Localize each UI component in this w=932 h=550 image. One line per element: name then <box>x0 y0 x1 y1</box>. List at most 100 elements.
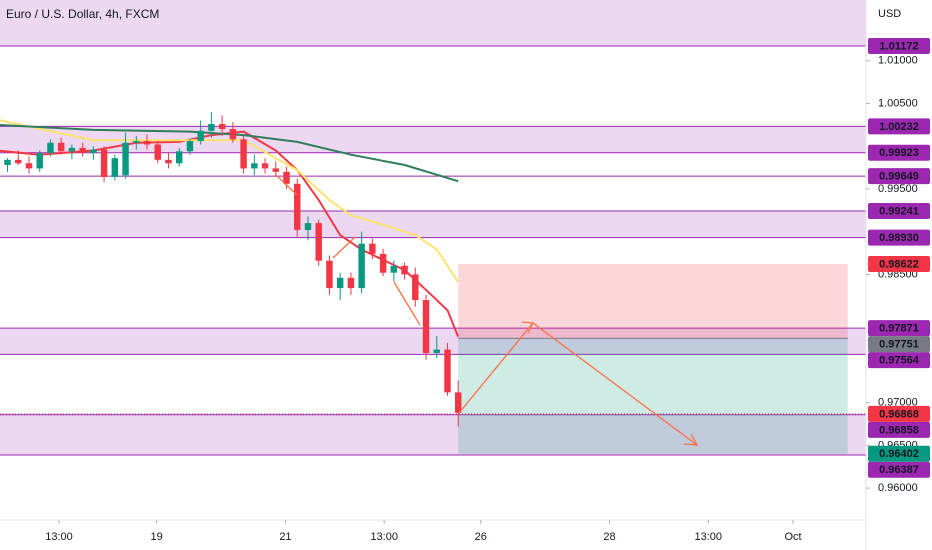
price-label: 0.98930 <box>879 232 919 244</box>
moving-average <box>0 123 459 183</box>
candle-body <box>165 159 172 164</box>
candle-body <box>358 243 365 289</box>
candle-body <box>175 151 183 164</box>
candle-body <box>197 130 204 142</box>
price-label-bg <box>868 320 930 337</box>
y-tick-label: 1.01000 <box>878 55 918 67</box>
swing-line <box>275 174 298 196</box>
candle-body <box>186 141 194 152</box>
swing-line <box>332 236 356 259</box>
candle-body <box>143 141 151 145</box>
candle-body <box>315 223 322 261</box>
candle-body <box>57 142 65 152</box>
candle-body <box>218 123 226 130</box>
y-tick-label: 1.00500 <box>878 97 918 109</box>
candle-body <box>90 149 97 154</box>
price-label: 1.00232 <box>879 121 919 133</box>
candle-body <box>454 392 462 413</box>
candle-body <box>347 277 355 289</box>
price-label-bg <box>868 352 930 369</box>
level-zone <box>0 328 866 355</box>
y-tick-label: 0.97000 <box>878 397 918 409</box>
level-zone <box>0 211 866 238</box>
plot-area <box>0 0 866 456</box>
price-label-bg <box>868 421 930 438</box>
candle-body <box>390 265 398 273</box>
candle-body <box>272 168 280 172</box>
price-label: 0.99241 <box>879 205 919 217</box>
candle-body <box>412 274 419 301</box>
candle-body <box>79 147 86 154</box>
candle-body <box>261 163 269 169</box>
candle-body <box>36 153 43 169</box>
level-zone <box>0 414 866 456</box>
candle-body <box>25 163 33 169</box>
arrow-head <box>521 321 535 334</box>
candle-body <box>336 277 344 289</box>
currency: USD <box>878 8 901 20</box>
price-label-bg <box>868 336 930 353</box>
x-tick-label: 28 <box>603 531 615 543</box>
arrow-head <box>683 433 699 446</box>
y-tick-label: 0.96000 <box>878 482 918 494</box>
candle-body <box>4 159 11 165</box>
price-label: 0.96387 <box>879 464 919 476</box>
price-label: 0.97871 <box>879 323 919 335</box>
x-tick-label: Oct <box>784 531 801 543</box>
price-label: 0.96858 <box>879 424 919 436</box>
candle-body <box>229 129 237 140</box>
x-tick-label: 13:00 <box>370 531 398 543</box>
drawings <box>275 174 699 446</box>
chart-title: Euro / U.S. Dollar, 4h, FXCM <box>6 7 159 21</box>
y-tick-label: 0.99500 <box>878 183 918 195</box>
x-tick-label: 13:00 <box>45 531 73 543</box>
candle-body <box>251 163 258 169</box>
candle-body <box>444 349 451 393</box>
x-tick-label: 19 <box>151 531 163 543</box>
target-zone <box>458 338 848 454</box>
candle-body <box>294 183 301 230</box>
candle-body <box>326 260 333 289</box>
price-label-bg <box>868 445 930 462</box>
price-label-bg <box>868 168 930 185</box>
level-zone <box>0 0 866 46</box>
x-tick-label: 13:00 <box>694 531 722 543</box>
price-label: 1.01172 <box>879 40 918 52</box>
price-label: 0.96868 <box>879 408 919 420</box>
swing-line <box>393 281 421 326</box>
candle-body <box>47 142 54 154</box>
moving-average <box>0 119 460 283</box>
price-label-bg <box>868 461 930 478</box>
candle-body <box>154 144 161 160</box>
candle-body <box>122 142 129 176</box>
price-label-bg <box>868 405 930 422</box>
price-label-bg <box>868 255 930 272</box>
candle-body <box>15 159 22 164</box>
candle-body <box>401 265 408 275</box>
candle-body <box>283 171 290 184</box>
x-tick-label: 26 <box>475 531 487 543</box>
price-label-bg <box>868 229 930 246</box>
candle-body <box>369 243 376 254</box>
price-label-bg <box>868 118 930 135</box>
axes: 1.010001.005000.995000.985000.970000.965… <box>45 37 930 543</box>
candle-body <box>68 147 76 152</box>
candle-body <box>422 300 430 354</box>
price-label-bg <box>868 144 930 161</box>
candle-body <box>208 123 215 131</box>
price-label: 0.99649 <box>879 171 919 183</box>
candle-body <box>100 149 108 177</box>
price-label: 0.97564 <box>879 355 920 367</box>
candle-body <box>133 141 140 143</box>
stop-zone <box>458 263 848 339</box>
x-tick-label: 21 <box>279 531 291 543</box>
candle-body <box>304 223 312 230</box>
price-label: 0.96402 <box>879 448 919 460</box>
price-label: 0.99923 <box>879 147 919 159</box>
candle-body <box>111 158 119 177</box>
candle-body <box>433 349 440 354</box>
price-label: 0.97751 <box>879 339 919 351</box>
price-label-bg <box>868 37 930 54</box>
price-label: 0.98622 <box>879 258 919 270</box>
